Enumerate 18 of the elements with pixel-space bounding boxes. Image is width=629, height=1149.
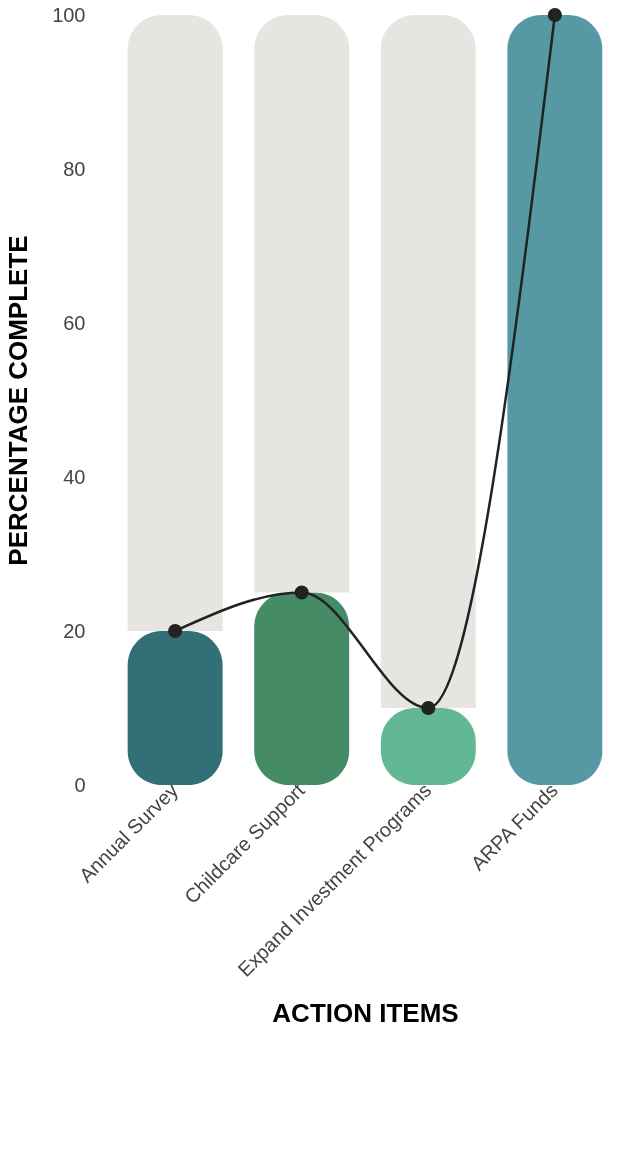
bar [507,15,603,785]
y-tick-label: 20 [63,619,86,642]
x-axis-title: ACTION ITEMS [272,997,459,1028]
bar [127,631,223,785]
y-tick-label: 60 [63,311,86,334]
bar [254,15,350,593]
point [547,7,562,23]
y-tick-label: 100 [52,3,86,26]
bar [254,592,350,785]
y-tick-label: 40 [63,465,86,488]
bar [380,15,476,708]
y-tick-label: 80 [63,157,86,180]
y-tick-label: 0 [74,773,86,796]
point [294,585,309,600]
bar [127,15,223,631]
y-axis-title: PERCENTAGE COMPLETE [3,235,34,566]
point [168,623,183,639]
point [421,700,436,716]
